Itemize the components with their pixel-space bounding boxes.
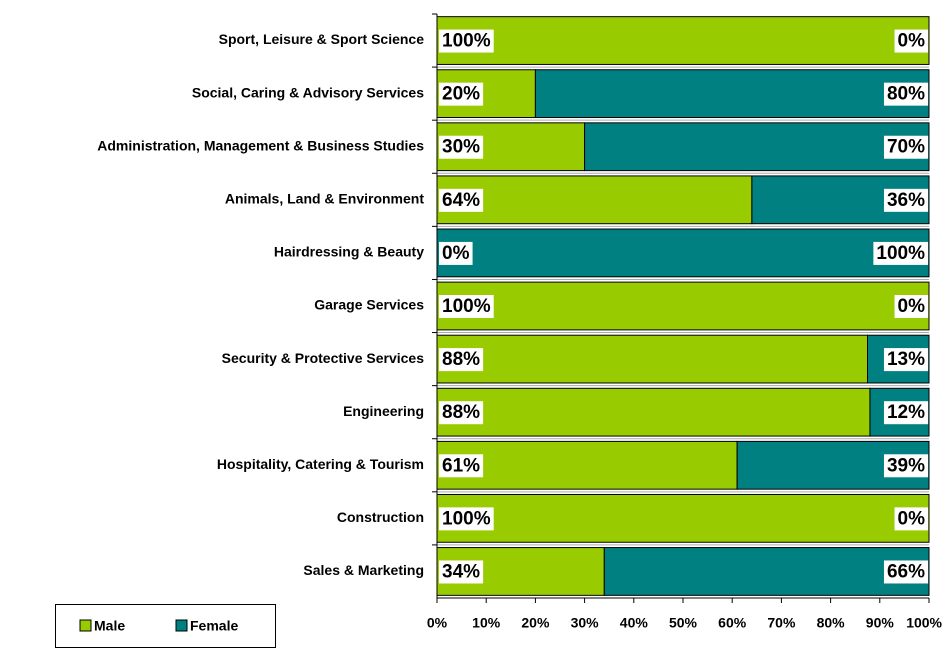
value-label-bg bbox=[894, 295, 929, 319]
value-label-bg bbox=[873, 241, 929, 265]
value-label-bg bbox=[439, 295, 494, 319]
value-label: 88% bbox=[442, 349, 480, 370]
y-tick-label: Social, Caring & Advisory Services bbox=[192, 84, 424, 100]
x-tick-label: 80% bbox=[817, 615, 846, 631]
value-label-bg bbox=[439, 188, 484, 212]
bar-segment bbox=[603, 547, 930, 596]
y-tick-label: Hairdressing & Beauty bbox=[274, 244, 424, 260]
value-label: 100% bbox=[442, 508, 491, 529]
bar-segment bbox=[436, 334, 868, 384]
value-label: 100% bbox=[876, 243, 925, 264]
value-label-bg bbox=[439, 454, 484, 478]
x-tick-label: 70% bbox=[767, 615, 796, 631]
y-tick-label: Security & Protective Services bbox=[222, 350, 425, 366]
x-tick-label: 0% bbox=[427, 615, 448, 631]
value-label: 80% bbox=[887, 84, 925, 105]
value-label: 0% bbox=[898, 31, 926, 52]
value-label-bg bbox=[894, 29, 929, 53]
value-label: 70% bbox=[887, 137, 925, 158]
x-tick-label: 20% bbox=[521, 615, 550, 631]
value-label: 30% bbox=[442, 137, 480, 158]
x-tick-label: 100% bbox=[906, 615, 942, 631]
y-tick-label: Construction bbox=[337, 509, 424, 525]
value-label-bg bbox=[883, 135, 929, 159]
bar-segment bbox=[436, 16, 930, 65]
x-tick-label: 50% bbox=[669, 615, 698, 631]
value-label-bg bbox=[883, 454, 929, 478]
bar-segment bbox=[436, 281, 930, 331]
value-label: 66% bbox=[887, 561, 925, 582]
y-tick-label: Garage Services bbox=[314, 297, 424, 313]
bar-segment bbox=[436, 440, 738, 490]
bar-segment bbox=[436, 228, 930, 278]
bar-segment bbox=[584, 122, 930, 172]
value-label: 64% bbox=[442, 190, 480, 211]
value-label-bg bbox=[883, 348, 929, 372]
bar-segment bbox=[436, 493, 930, 543]
value-label: 61% bbox=[442, 455, 480, 476]
x-tick-label: 60% bbox=[718, 615, 747, 631]
legend-swatch bbox=[175, 619, 188, 632]
bar-segment bbox=[436, 175, 753, 225]
value-label: 0% bbox=[442, 243, 470, 264]
bar-segment bbox=[534, 69, 930, 119]
value-label: 100% bbox=[442, 31, 491, 52]
value-label-bg bbox=[439, 507, 494, 531]
y-tick-label: Administration, Management & Business St… bbox=[97, 137, 424, 153]
y-tick-label: Engineering bbox=[343, 403, 424, 419]
x-tick-label: 10% bbox=[472, 615, 501, 631]
legend-label: Male bbox=[94, 618, 125, 634]
value-label: 88% bbox=[442, 402, 480, 423]
value-label-bg bbox=[439, 401, 484, 425]
value-label: 39% bbox=[887, 455, 925, 476]
legend-box bbox=[55, 604, 276, 648]
y-tick-label: Hospitality, Catering & Tourism bbox=[217, 456, 424, 472]
y-tick-label: Sales & Marketing bbox=[303, 562, 424, 578]
value-label: 12% bbox=[887, 402, 925, 423]
value-label-bg bbox=[883, 82, 929, 106]
value-label: 0% bbox=[898, 508, 926, 529]
value-label: 34% bbox=[442, 561, 480, 582]
value-label: 13% bbox=[887, 349, 925, 370]
y-tick-label: Sport, Leisure & Sport Science bbox=[219, 31, 425, 47]
x-tick-label: 30% bbox=[571, 615, 600, 631]
value-label-bg bbox=[883, 560, 929, 584]
bar-segment bbox=[436, 387, 871, 437]
value-label-bg bbox=[439, 241, 473, 265]
y-tick-label: Animals, Land & Environment bbox=[225, 191, 424, 207]
legend-label: Female bbox=[190, 618, 238, 634]
value-label-bg bbox=[439, 29, 494, 53]
value-label: 36% bbox=[887, 190, 925, 211]
value-label-bg bbox=[439, 560, 484, 584]
value-label: 0% bbox=[898, 296, 926, 317]
value-label-bg bbox=[894, 507, 929, 531]
value-label-bg bbox=[883, 401, 929, 425]
value-label-bg bbox=[883, 188, 929, 212]
x-tick-label: 90% bbox=[866, 615, 895, 631]
x-tick-label: 40% bbox=[620, 615, 649, 631]
legend-swatch bbox=[79, 619, 92, 632]
value-label: 100% bbox=[442, 296, 491, 317]
value-label-bg bbox=[439, 135, 484, 159]
value-label-bg bbox=[439, 348, 484, 372]
value-label: 20% bbox=[442, 84, 480, 105]
value-label-bg bbox=[439, 82, 484, 106]
